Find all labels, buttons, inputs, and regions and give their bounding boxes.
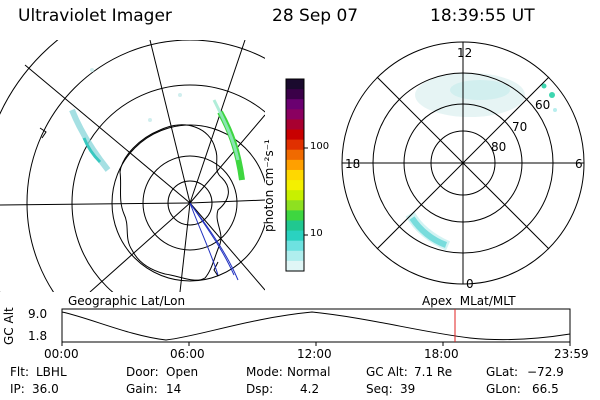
observation-date: 28 Sep 07 (272, 6, 359, 26)
dsp-label: Dsp: (246, 382, 274, 396)
mlt-label-18: 18 (345, 157, 361, 171)
ip-value: 36.0 (32, 382, 59, 396)
colorbar-segment (286, 99, 304, 110)
mlat-label-80: 80 (491, 140, 507, 154)
door-value: Open (166, 365, 199, 379)
gc-alt-value: 7.1 Re (414, 365, 453, 379)
gc-alt-label: GC Alt: (366, 365, 408, 379)
seq-value: 39 (400, 382, 416, 396)
colorbar-segment (286, 200, 304, 211)
mlt-label-12: 12 (457, 46, 473, 60)
colorbar-segment (286, 129, 304, 141)
timeline-x-tick-0000: 00:00 (44, 347, 79, 361)
colorbar-segment (286, 250, 304, 262)
observation-time: 18:39:55 UT (430, 6, 535, 26)
mlt-label-6: 6 (575, 157, 583, 171)
colorbar-segment (286, 210, 304, 222)
timeline-y-label: GC Alt (2, 307, 16, 345)
colorbar-segment (286, 79, 304, 90)
colorbar-segment (286, 89, 304, 100)
timeline-x-tick-0600: 06:00 (170, 347, 205, 361)
colorbar-segment (286, 240, 304, 252)
filter-value: LBHL (36, 365, 67, 379)
ip-label: IP: (10, 382, 25, 396)
gain-value: 14 (166, 382, 182, 396)
colorbar-tick-10: 10 (310, 228, 323, 239)
glon-value: 66.5 (532, 382, 559, 396)
timeline-x-tick-1200: 12:00 (297, 347, 332, 361)
colorbar-segment (286, 109, 304, 121)
geographic-map (0, 40, 265, 292)
colorbar-segment (286, 190, 304, 201)
timeline-x-tick-2359: 23:59 (554, 347, 589, 361)
timeline-y-tick-low: 1.8 (28, 329, 48, 343)
instrument-title: Ultraviolet Imager (18, 6, 172, 26)
seq-label: Seq: (366, 382, 393, 396)
mode-label: Mode: (246, 365, 283, 379)
colorbar-segment (286, 159, 304, 171)
colorbar-segment (286, 139, 304, 151)
auroral-emission-geographic (69, 68, 245, 181)
geographic-map-label: Geographic Lat/Lon (68, 294, 186, 308)
gain-label: Gain: (126, 382, 158, 396)
filter-label: Flt: (10, 365, 29, 379)
apex-map-label: Apex MLat/MLT (422, 294, 516, 308)
mlat-label-60: 60 (535, 98, 551, 112)
mode-value: Normal (287, 365, 331, 379)
dsp-value: 4.2 (300, 382, 320, 396)
mlt-label-0: 0 (466, 277, 474, 291)
door-label: Door: (126, 365, 159, 379)
timeline-x-tick-1800: 18:00 (424, 347, 459, 361)
colorbar-segment (286, 119, 304, 131)
glat-value: −72.9 (527, 365, 564, 379)
colorbar-tick-100: 100 (310, 141, 330, 152)
colorbar-segment (286, 260, 304, 272)
colorbar-segment (286, 149, 304, 161)
colorbar-unit-label: photon cm⁻²s⁻¹ (262, 139, 276, 232)
glat-label: GLat: (486, 365, 519, 379)
gc-altitude-timeline (61, 308, 571, 346)
colorbar-segment (286, 220, 304, 232)
timeline-y-tick-high: 9.0 (28, 307, 48, 321)
colorbar-segment (286, 230, 304, 242)
colorbar-segment (286, 169, 304, 181)
colorbar-segment (286, 180, 304, 191)
polar-mlat-mlt-plot (341, 41, 585, 285)
colorbar (286, 79, 304, 272)
glon-label: GLon: (486, 382, 521, 396)
mlat-label-70: 70 (512, 120, 528, 134)
